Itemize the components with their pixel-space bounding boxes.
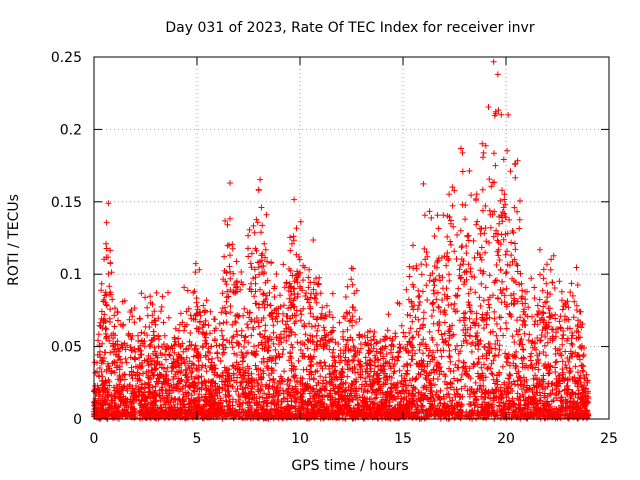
chart-title: Day 031 of 2023, Rate Of TEC Index for r… bbox=[165, 20, 534, 36]
x-tick-label: 0 bbox=[90, 431, 99, 447]
x-tick-label: 10 bbox=[291, 431, 309, 447]
y-tick-label: 0.1 bbox=[60, 267, 82, 283]
y-tick-label: 0 bbox=[73, 412, 82, 428]
scatter-markers bbox=[91, 58, 592, 422]
x-tick-label: 25 bbox=[600, 431, 618, 447]
data-points bbox=[91, 58, 592, 422]
x-tick-label: 15 bbox=[394, 431, 412, 447]
y-tick-label: 0.15 bbox=[51, 195, 82, 211]
y-tick-label: 0.2 bbox=[60, 122, 82, 138]
y-tick-label: 0.25 bbox=[51, 50, 82, 66]
y-tick-label: 0.05 bbox=[51, 340, 82, 356]
x-tick-label: 20 bbox=[497, 431, 515, 447]
grid-lines bbox=[94, 57, 609, 419]
axis-ticks: 0 0.05 0.1 0.15 0.2 0.25 0 5 10 15 20 25 bbox=[51, 50, 618, 447]
plot-frame bbox=[93, 56, 610, 420]
x-axis-title: GPS time / hours bbox=[291, 458, 408, 474]
x-tick-label: 5 bbox=[193, 431, 202, 447]
y-axis-title: ROTI / TECUs bbox=[6, 194, 22, 286]
